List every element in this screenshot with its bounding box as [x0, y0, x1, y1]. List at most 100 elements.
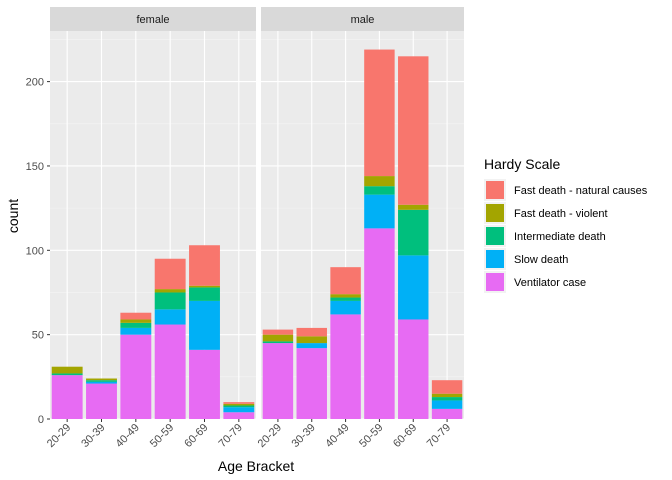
legend-label: Slow death [514, 254, 568, 266]
y-tick-label: 150 [26, 161, 44, 173]
x-tick-label: 60-69 [391, 422, 419, 450]
facet-strip [261, 7, 464, 31]
legend-title: Hardy Scale [484, 156, 560, 172]
legend-key-swatch [486, 227, 504, 245]
bar-segment-female-70-79-fast-death-violent [223, 403, 255, 406]
facet-panel-male: male 20-29 30-39 40-49 50-59 60-69 70-79 [256, 7, 464, 450]
bar-segment-female-70-79-slow-death [223, 407, 255, 413]
bar-segment-female-40-49-slow-death [120, 327, 152, 335]
bar-segment-female-70-79-fast-death-natural-causes [223, 402, 255, 404]
legend-key-swatch [486, 204, 504, 222]
legend-label: Fast death - natural causes [514, 185, 648, 197]
x-tick-label: 40-49 [114, 422, 142, 450]
bar-segment-male-30-39-fast-death-natural-causes [296, 327, 327, 337]
bar-segment-female-60-69-slow-death [189, 300, 220, 350]
bar-segment-female-60-69-ventilator-case [189, 349, 220, 419]
facet-panel-female: female 20-29 30-39 40-49 50-59 60-69 70-79 [45, 7, 256, 450]
x-tick-label: 50-59 [148, 422, 176, 450]
legend-item: Slow death [484, 248, 568, 270]
bar-segment-female-70-79-intermediate-death [223, 405, 255, 408]
bar-segment-female-70-79-ventilator-case [223, 412, 255, 419]
bar-segment-female-40-49-intermediate-death [120, 322, 152, 328]
bar-segment-female-40-49-fast-death-natural-causes [120, 312, 152, 320]
x-tick-label: 50-59 [357, 422, 385, 450]
bar-segment-male-40-49-intermediate-death [330, 297, 361, 301]
bar-segment-female-50-59-fast-death-natural-causes [154, 258, 186, 290]
bar-segment-male-50-59-slow-death [364, 194, 395, 229]
bar-segment-female-30-39-slow-death [86, 381, 117, 384]
bar-segment-female-30-39-fast-death-violent [86, 378, 117, 381]
facet-strip-label: female [136, 14, 169, 26]
bar-segment-male-60-69-ventilator-case [398, 319, 429, 419]
bar-segment-female-20-29-ventilator-case [51, 375, 83, 419]
bar-segment-female-30-39-intermediate-death [86, 380, 117, 382]
bar-segment-male-60-69-intermediate-death [398, 209, 429, 256]
bar-segment-male-50-59-fast-death-violent [364, 176, 395, 187]
legend-label: Intermediate death [514, 231, 606, 243]
x-axis-title: Age Bracket [218, 458, 294, 474]
panel-background [50, 31, 256, 419]
x-tick-label: 30-39 [79, 422, 107, 450]
bar-segment-female-50-59-fast-death-violent [154, 289, 186, 293]
bar-segment-male-70-79-intermediate-death [431, 397, 463, 401]
bar-segment-male-20-29-ventilator-case [262, 343, 294, 419]
legend: Hardy Scale Fast death - natural causesF… [484, 156, 648, 293]
y-tick-label: 50 [32, 330, 44, 342]
bar-segment-female-40-49-ventilator-case [120, 334, 152, 419]
x-tick-label: 30-39 [289, 422, 317, 450]
legend-key-swatch [486, 250, 504, 268]
y-axis-title: count [5, 199, 21, 233]
y-axis: 0 50 100 150 200 [26, 77, 50, 426]
x-tick-label: 20-29 [256, 422, 284, 450]
bar-segment-male-50-59-ventilator-case [364, 228, 395, 419]
bar-segment-female-50-59-slow-death [154, 309, 186, 325]
legend-item: Fast death - natural causes [484, 179, 648, 201]
bar-segment-male-20-29-intermediate-death [262, 341, 294, 344]
bar-segment-male-70-79-fast-death-violent [431, 393, 463, 398]
bar-segment-female-60-69-fast-death-violent [189, 285, 220, 288]
facet-strip [50, 7, 256, 31]
legend-key-swatch [486, 181, 504, 199]
bar-segment-female-50-59-intermediate-death [154, 292, 186, 310]
bar-segment-male-30-39-fast-death-violent [296, 336, 327, 344]
bar-segment-male-20-29-fast-death-natural-causes [262, 329, 294, 335]
bar-segment-female-20-29-intermediate-death [51, 373, 83, 376]
x-tick-label: 70-79 [425, 422, 453, 450]
panel-background [261, 31, 464, 419]
bar-segment-male-40-49-ventilator-case [330, 314, 361, 419]
bar-segment-male-50-59-fast-death-natural-causes [364, 49, 395, 177]
bar-segment-male-40-49-fast-death-violent [330, 294, 361, 298]
facet-strip-label: male [351, 14, 375, 26]
bar-segment-female-20-29-fast-death-violent [51, 366, 83, 374]
bar-segment-male-70-79-fast-death-natural-causes [431, 380, 463, 394]
legend-item: Fast death - violent [484, 202, 608, 224]
bar-segment-female-50-59-ventilator-case [154, 324, 186, 419]
bar-segment-male-30-39-slow-death [296, 343, 327, 349]
y-tick-label: 0 [38, 414, 44, 426]
legend-label: Fast death - violent [514, 208, 608, 220]
legend-items: Fast death - natural causes Fast death - … [484, 179, 648, 293]
legend-label: Ventilator case [514, 277, 586, 289]
legend-item: Intermediate death [484, 225, 606, 247]
bar-segment-male-20-29-fast-death-violent [262, 334, 294, 342]
bar-segment-male-60-69-fast-death-violent [398, 204, 429, 210]
x-tick-label: 60-69 [182, 422, 210, 450]
bar-segment-female-60-69-fast-death-natural-causes [189, 245, 220, 286]
bar-segment-female-60-69-intermediate-death [189, 287, 220, 301]
bar-segment-male-30-39-ventilator-case [296, 348, 327, 419]
bar-segment-female-30-39-ventilator-case [86, 383, 117, 419]
bar-segment-male-40-49-slow-death [330, 300, 361, 315]
x-tick-label: 70-79 [217, 422, 245, 450]
y-tick-label: 200 [26, 77, 44, 89]
bar-segment-male-40-49-fast-death-natural-causes [330, 267, 361, 295]
bar-segment-male-70-79-slow-death [431, 400, 463, 409]
bar-segment-male-50-59-intermediate-death [364, 186, 395, 195]
legend-item: Ventilator case [484, 271, 586, 293]
bar-segment-female-40-49-fast-death-violent [120, 319, 152, 323]
bar-segment-male-70-79-ventilator-case [431, 408, 463, 419]
y-tick-label: 100 [26, 245, 44, 257]
bar-segment-male-60-69-fast-death-natural-causes [398, 56, 429, 205]
bar-segment-male-60-69-slow-death [398, 255, 429, 320]
